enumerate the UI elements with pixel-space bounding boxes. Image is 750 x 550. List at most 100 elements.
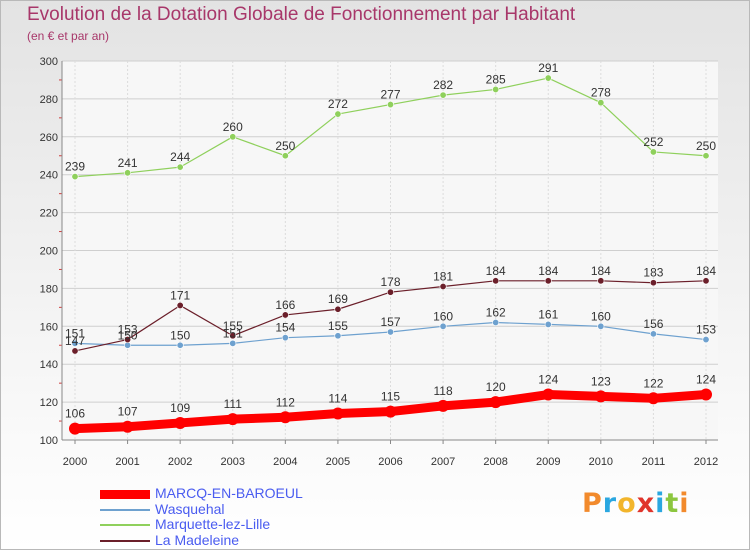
data-label-la-madeleine: 184 — [538, 264, 558, 278]
data-point-wasquehal — [281, 334, 289, 342]
data-point-wasquehal — [649, 330, 657, 338]
data-point-marcq-en-baroeul — [384, 405, 397, 418]
data-point-marcq-en-baroeul — [437, 399, 450, 412]
data-label-marcq-en-baroeul: 124 — [538, 373, 558, 387]
data-point-wasquehal — [544, 320, 552, 328]
data-label-marquette-lez-lille: 250 — [696, 139, 716, 153]
x-tick-label: 2002 — [168, 456, 192, 468]
data-label-marcq-en-baroeul: 107 — [118, 405, 138, 419]
data-point-marquette-lez-lille — [439, 91, 447, 99]
data-label-marquette-lez-lille: 239 — [65, 160, 85, 174]
data-point-wasquehal — [439, 322, 447, 330]
data-label-la-madeleine: 169 — [328, 292, 348, 306]
data-point-marquette-lez-lille — [597, 99, 605, 107]
data-label-wasquehal: 157 — [380, 315, 400, 329]
data-label-marcq-en-baroeul: 114 — [328, 391, 347, 405]
data-label-wasquehal: 160 — [591, 309, 611, 323]
data-point-wasquehal — [71, 339, 79, 347]
data-label-wasquehal: 160 — [433, 309, 453, 323]
data-point-la-madeleine — [439, 283, 447, 291]
x-tick-label: 2004 — [273, 456, 297, 468]
x-tick-label: 2008 — [483, 456, 507, 468]
data-label-marquette-lez-lille: 260 — [223, 120, 243, 134]
y-tick-label: 120 — [40, 397, 58, 409]
data-point-wasquehal — [334, 332, 342, 340]
y-tick-label: 100 — [40, 435, 58, 447]
data-label-wasquehal: 153 — [696, 323, 716, 337]
data-label-wasquehal: 150 — [118, 328, 138, 342]
data-point-marcq-en-baroeul — [331, 407, 344, 420]
y-tick-label: 220 — [40, 208, 58, 220]
y-tick-label: 240 — [40, 170, 58, 182]
data-point-marquette-lez-lille — [176, 163, 184, 171]
label-layer: 106 107 109 111 112 114 115 118 120 124 123 122 124 1… — [65, 61, 716, 421]
data-point-marquette-lez-lille — [702, 152, 710, 160]
legend-swatch — [100, 489, 150, 499]
data-label-marquette-lez-lille: 277 — [380, 88, 400, 102]
grid-layer — [62, 60, 718, 441]
data-point-marcq-en-baroeul — [69, 422, 81, 435]
data-label-la-madeleine: 155 — [223, 319, 243, 333]
data-point-marquette-lez-lille — [386, 101, 394, 109]
data-point-wasquehal — [597, 322, 605, 330]
data-point-la-madeleine — [124, 336, 132, 344]
data-label-marcq-en-baroeul: 123 — [591, 374, 611, 388]
data-point-marcq-en-baroeul — [594, 390, 607, 403]
data-point-marcq-en-baroeul — [226, 413, 239, 426]
data-label-la-madeleine: 178 — [380, 275, 400, 289]
data-label-marcq-en-baroeul: 109 — [170, 401, 190, 415]
data-point-la-madeleine — [334, 305, 342, 313]
legend-label: Marquette-lez-Lille — [155, 516, 271, 532]
data-label-wasquehal: 150 — [170, 328, 190, 342]
data-label-marquette-lez-lille: 272 — [328, 97, 348, 111]
data-label-marquette-lez-lille: 241 — [118, 156, 138, 170]
data-point-wasquehal — [702, 336, 710, 344]
legend-label: La Madeleine — [155, 531, 240, 548]
data-point-marquette-lez-lille — [71, 173, 79, 181]
data-label-wasquehal: 161 — [538, 307, 558, 321]
data-label-wasquehal: 155 — [328, 319, 348, 333]
data-label-marquette-lez-lille: 250 — [275, 139, 295, 153]
x-tick-label: 2011 — [642, 456, 666, 468]
legend-swatch — [100, 508, 150, 511]
data-point-marcq-en-baroeul — [700, 388, 712, 401]
data-point-la-madeleine — [649, 279, 657, 287]
data-label-la-madeleine: 184 — [696, 264, 716, 278]
x-tick-label: 2010 — [589, 456, 613, 468]
data-label-wasquehal: 162 — [486, 306, 506, 320]
data-label-marcq-en-baroeul: 124 — [696, 373, 716, 387]
data-label-marcq-en-baroeul: 120 — [486, 380, 506, 394]
data-label-la-madeleine: 171 — [170, 288, 190, 302]
data-label-la-madeleine: 183 — [643, 266, 663, 280]
data-point-la-madeleine — [597, 277, 605, 285]
y-tick-label: 140 — [40, 359, 58, 371]
data-label-marcq-en-baroeul: 115 — [381, 390, 400, 404]
x-tick-label: 2000 — [63, 456, 87, 468]
data-point-marcq-en-baroeul — [121, 420, 134, 433]
data-point-marcq-en-baroeul — [174, 416, 187, 429]
legend-label: MARCQ-EN-BAROEUL — [155, 485, 303, 501]
x-tick-label: 2009 — [536, 456, 560, 468]
data-label-marcq-en-baroeul: 111 — [224, 397, 243, 411]
data-label-marcq-en-baroeul: 106 — [65, 407, 85, 421]
data-label-la-madeleine: 153 — [118, 323, 138, 337]
data-point-la-madeleine — [386, 288, 394, 296]
proxiti-logo: Proxiti — [582, 488, 690, 519]
data-point-la-madeleine — [176, 301, 184, 309]
data-label-marquette-lez-lille: 282 — [433, 78, 453, 92]
data-point-marquette-lez-lille — [229, 133, 237, 141]
y-tick-label: 260 — [40, 132, 58, 144]
y-tick-label: 300 — [40, 56, 58, 68]
data-point-la-madeleine — [71, 347, 79, 355]
data-point-wasquehal — [176, 341, 184, 349]
data-label-la-madeleine: 147 — [65, 334, 85, 348]
x-tick-label: 2001 — [115, 456, 139, 468]
data-point-wasquehal — [386, 328, 394, 336]
data-point-wasquehal — [229, 339, 237, 347]
data-point-marquette-lez-lille — [281, 152, 289, 160]
chart-title: Evolution de la Dotation Globale de Fonc… — [27, 4, 576, 25]
data-point-marcq-en-baroeul — [489, 396, 502, 409]
data-label-la-madeleine: 166 — [275, 298, 295, 312]
data-point-marquette-lez-lille — [334, 110, 342, 118]
